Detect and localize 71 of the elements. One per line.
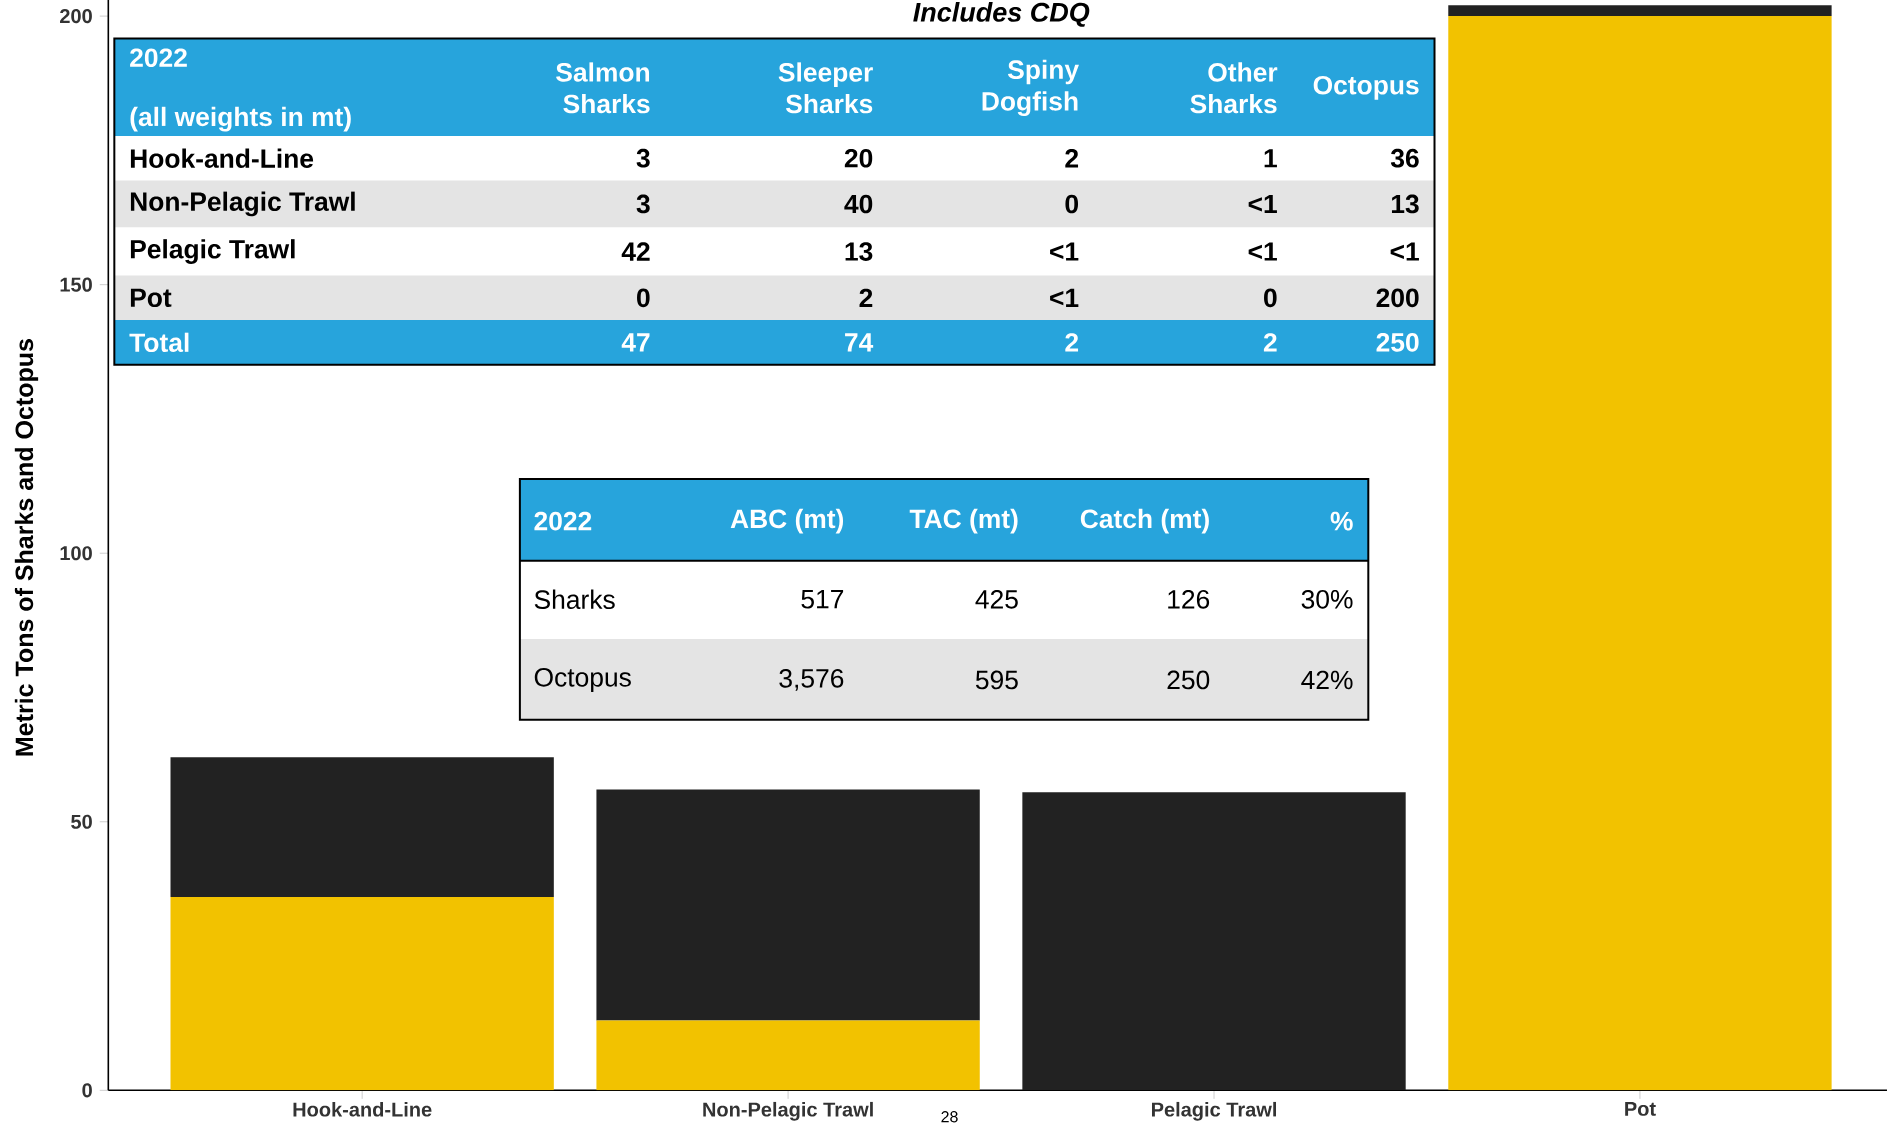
y-tick-label: 0 xyxy=(82,1083,92,1098)
annotation: 42 xyxy=(621,242,650,261)
annotation: 36 xyxy=(1390,148,1419,168)
annotation: <1 xyxy=(1050,288,1079,307)
annotation: 2 xyxy=(1065,333,1079,352)
chart-title: Includes CDQ xyxy=(913,1,1090,27)
annotation: 30% xyxy=(1301,589,1353,609)
y-tick-label: 200 xyxy=(60,8,92,24)
y-axis-title: Metric Tons of Sharks and Octopus xyxy=(14,338,39,756)
annotation: 2 xyxy=(859,288,873,307)
bar xyxy=(170,757,554,897)
annotation: 13 xyxy=(845,242,873,261)
annotation: <1 xyxy=(1050,242,1079,261)
annotation: Sharks xyxy=(534,589,615,609)
annotation: <1 xyxy=(1248,194,1277,213)
x-tick-label: Pelagic Trawl xyxy=(1152,1101,1276,1121)
annotation: <1 xyxy=(1248,242,1277,261)
annotation: 3,576 xyxy=(779,668,844,691)
annotation: % xyxy=(1330,511,1353,531)
annotation: Spiny Dogfish xyxy=(982,59,1079,116)
annotation: Other Sharks xyxy=(1190,62,1278,114)
annotation: ABC (mt) xyxy=(730,508,844,534)
annotation: 1 xyxy=(1264,149,1277,168)
annotation: 20 xyxy=(844,148,873,168)
annotation: 2022 xyxy=(130,48,187,68)
annotation: <1 xyxy=(1390,242,1419,261)
annotation: Total xyxy=(129,332,189,352)
annotation: 200 xyxy=(1376,288,1419,308)
annotation: 0 xyxy=(1264,288,1277,308)
annotation: Non-Pelagic Trawl xyxy=(130,191,355,217)
annotation: 250 xyxy=(1376,332,1419,352)
annotation: 2022 xyxy=(534,511,592,531)
annotation: 74 xyxy=(845,333,874,352)
x-tick-label: Hook-and-Line xyxy=(293,1101,432,1117)
bar xyxy=(596,789,980,1021)
annotation: 40 xyxy=(844,194,873,214)
annotation: 3 xyxy=(636,194,650,214)
bar xyxy=(1448,5,1832,17)
annotation: 595 xyxy=(975,670,1018,690)
x-tick-label: Non-Pelagic Trawl xyxy=(703,1101,873,1121)
bar xyxy=(1448,16,1832,1091)
annotation: Octopus xyxy=(1313,75,1419,100)
annotation: 2 xyxy=(1065,148,1079,168)
text: 28 xyxy=(941,1111,958,1123)
annotation: 13 xyxy=(1391,194,1419,214)
annotation: 0 xyxy=(1065,194,1079,214)
annotation: 126 xyxy=(1168,589,1210,609)
annotation: 425 xyxy=(975,589,1018,609)
bar xyxy=(170,896,554,1091)
annotation: Hook-and-Line xyxy=(130,148,314,168)
y-tick-label: 100 xyxy=(60,546,92,561)
annotation: 2 xyxy=(1263,333,1277,352)
annotation: Pot xyxy=(130,288,172,307)
annotation: Salmon Sharks xyxy=(556,62,650,114)
annotation: 517 xyxy=(801,590,844,609)
annotation: 0 xyxy=(637,288,650,308)
annotation: 250 xyxy=(1167,670,1210,690)
annotation: Catch (mt) xyxy=(1080,508,1209,534)
annotation: Pelagic Trawl xyxy=(130,239,295,264)
annotation: Sleeper Sharks xyxy=(778,62,873,114)
annotation: 3 xyxy=(636,148,650,168)
annotation: 47 xyxy=(621,333,650,352)
annotation: Octopus xyxy=(534,667,631,692)
bar xyxy=(1022,792,1406,1091)
annotation: (all weights in mt) xyxy=(130,106,351,132)
y-tick-label: 50 xyxy=(71,814,92,829)
y-tick-label: 150 xyxy=(60,277,92,292)
x-tick-label: Pot xyxy=(1625,1101,1656,1116)
bar xyxy=(596,1020,980,1091)
annotation: TAC (mt) xyxy=(909,508,1018,534)
annotation: 42% xyxy=(1301,670,1353,690)
